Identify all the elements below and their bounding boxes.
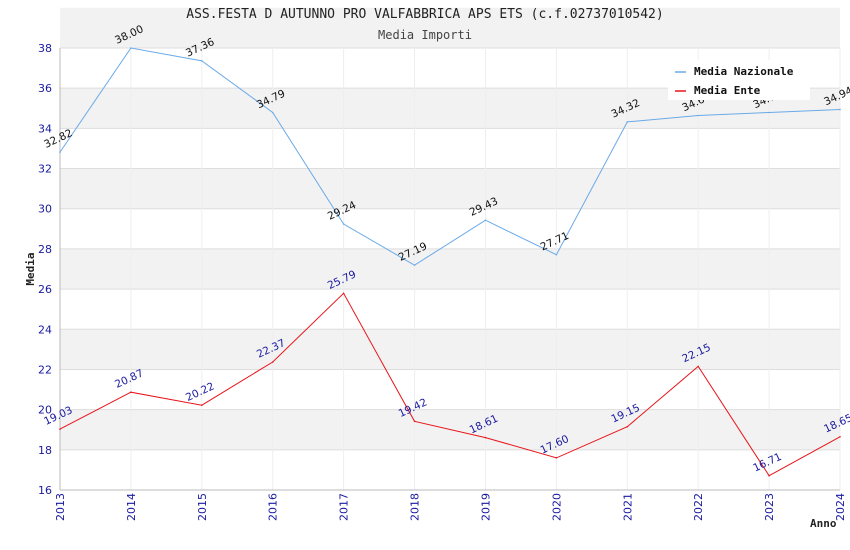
- y-tick-label: 32: [38, 163, 52, 176]
- data-point: [342, 292, 345, 295]
- data-point: [626, 121, 629, 123]
- data-point: [484, 436, 487, 439]
- y-tick-label: 20: [38, 404, 52, 417]
- data-point: [697, 365, 699, 368]
- y-tick-labels: 16 18 20 22 24 26 28 30 32 34 36 38: [38, 42, 52, 497]
- y-tick-label: 22: [38, 363, 52, 376]
- data-point: [271, 111, 274, 114]
- data-point: [201, 404, 203, 407]
- y-tick-label: 30: [38, 203, 52, 216]
- chart-title: ASS.FESTA D AUTUNNO PRO VALFABBRICA APS …: [186, 7, 663, 22]
- data-point: [130, 391, 132, 393]
- x-tick-labels: 2013 2014 2015 2016 2017 2018 2019 2020 2021 2022…: [54, 493, 847, 521]
- x-tick-label: 2022: [692, 493, 705, 521]
- x-tick-label: 2024: [834, 493, 847, 521]
- data-point: [59, 428, 61, 430]
- y-tick-label: 36: [38, 82, 52, 95]
- data-point: [413, 264, 416, 266]
- y-axis-label: Media: [24, 252, 37, 285]
- data-point: [839, 108, 841, 111]
- x-tick-label: 2020: [550, 493, 563, 521]
- grid-bands: [60, 7, 840, 450]
- x-tick-label: 2019: [479, 493, 492, 521]
- y-tick-label: 18: [38, 444, 52, 457]
- series-line-media-ente: [59, 292, 841, 477]
- data-point: [413, 420, 416, 423]
- legend-label-media-ente: Media Ente: [694, 84, 761, 97]
- grid-band: [60, 329, 840, 370]
- data-point: [768, 474, 770, 477]
- x-tick-label: 2018: [409, 493, 422, 521]
- x-tick-label: 2013: [54, 493, 67, 521]
- x-tick-label: 2023: [763, 493, 776, 521]
- y-tick-label: 34: [38, 122, 52, 135]
- data-point: [555, 457, 558, 459]
- legend-label-media-nazionale: Media Nazionale: [694, 65, 794, 78]
- x-tick-label: 2017: [338, 493, 351, 521]
- x-tick-label: 2014: [125, 493, 138, 521]
- data-point: [201, 60, 203, 62]
- data-point: [271, 361, 274, 363]
- y-tick-label: 24: [38, 323, 52, 336]
- x-tick-label: 2016: [267, 493, 280, 521]
- y-tick-label: 28: [38, 243, 52, 256]
- y-tick-label: 16: [38, 484, 52, 497]
- legend-box: [668, 60, 810, 100]
- y-tick-label: 38: [38, 42, 52, 55]
- x-axis-label: Anno: [810, 517, 837, 530]
- x-tick-label: 2021: [621, 493, 634, 521]
- grid-band: [60, 7, 840, 48]
- data-point: [768, 111, 770, 114]
- data-point: [59, 151, 61, 153]
- data-point: [484, 219, 487, 221]
- data-point: [626, 425, 629, 428]
- x-tick-label: 2015: [196, 493, 209, 521]
- series-line-media-nazionale: [59, 47, 841, 266]
- chart-subtitle: Media Importi: [378, 28, 472, 42]
- data-label: 20.87: [113, 367, 145, 391]
- data-point: [697, 114, 699, 117]
- series-lines: [59, 47, 841, 477]
- data-point: [839, 435, 841, 438]
- legend: Media Nazionale Media Ente: [668, 60, 810, 100]
- y-tick-label: 26: [38, 283, 52, 296]
- data-point: [130, 47, 132, 49]
- data-label: 20.22: [184, 380, 216, 404]
- grid-band: [60, 248, 840, 290]
- grid-band: [60, 168, 840, 209]
- data-point: [555, 253, 558, 256]
- data-point: [342, 223, 345, 225]
